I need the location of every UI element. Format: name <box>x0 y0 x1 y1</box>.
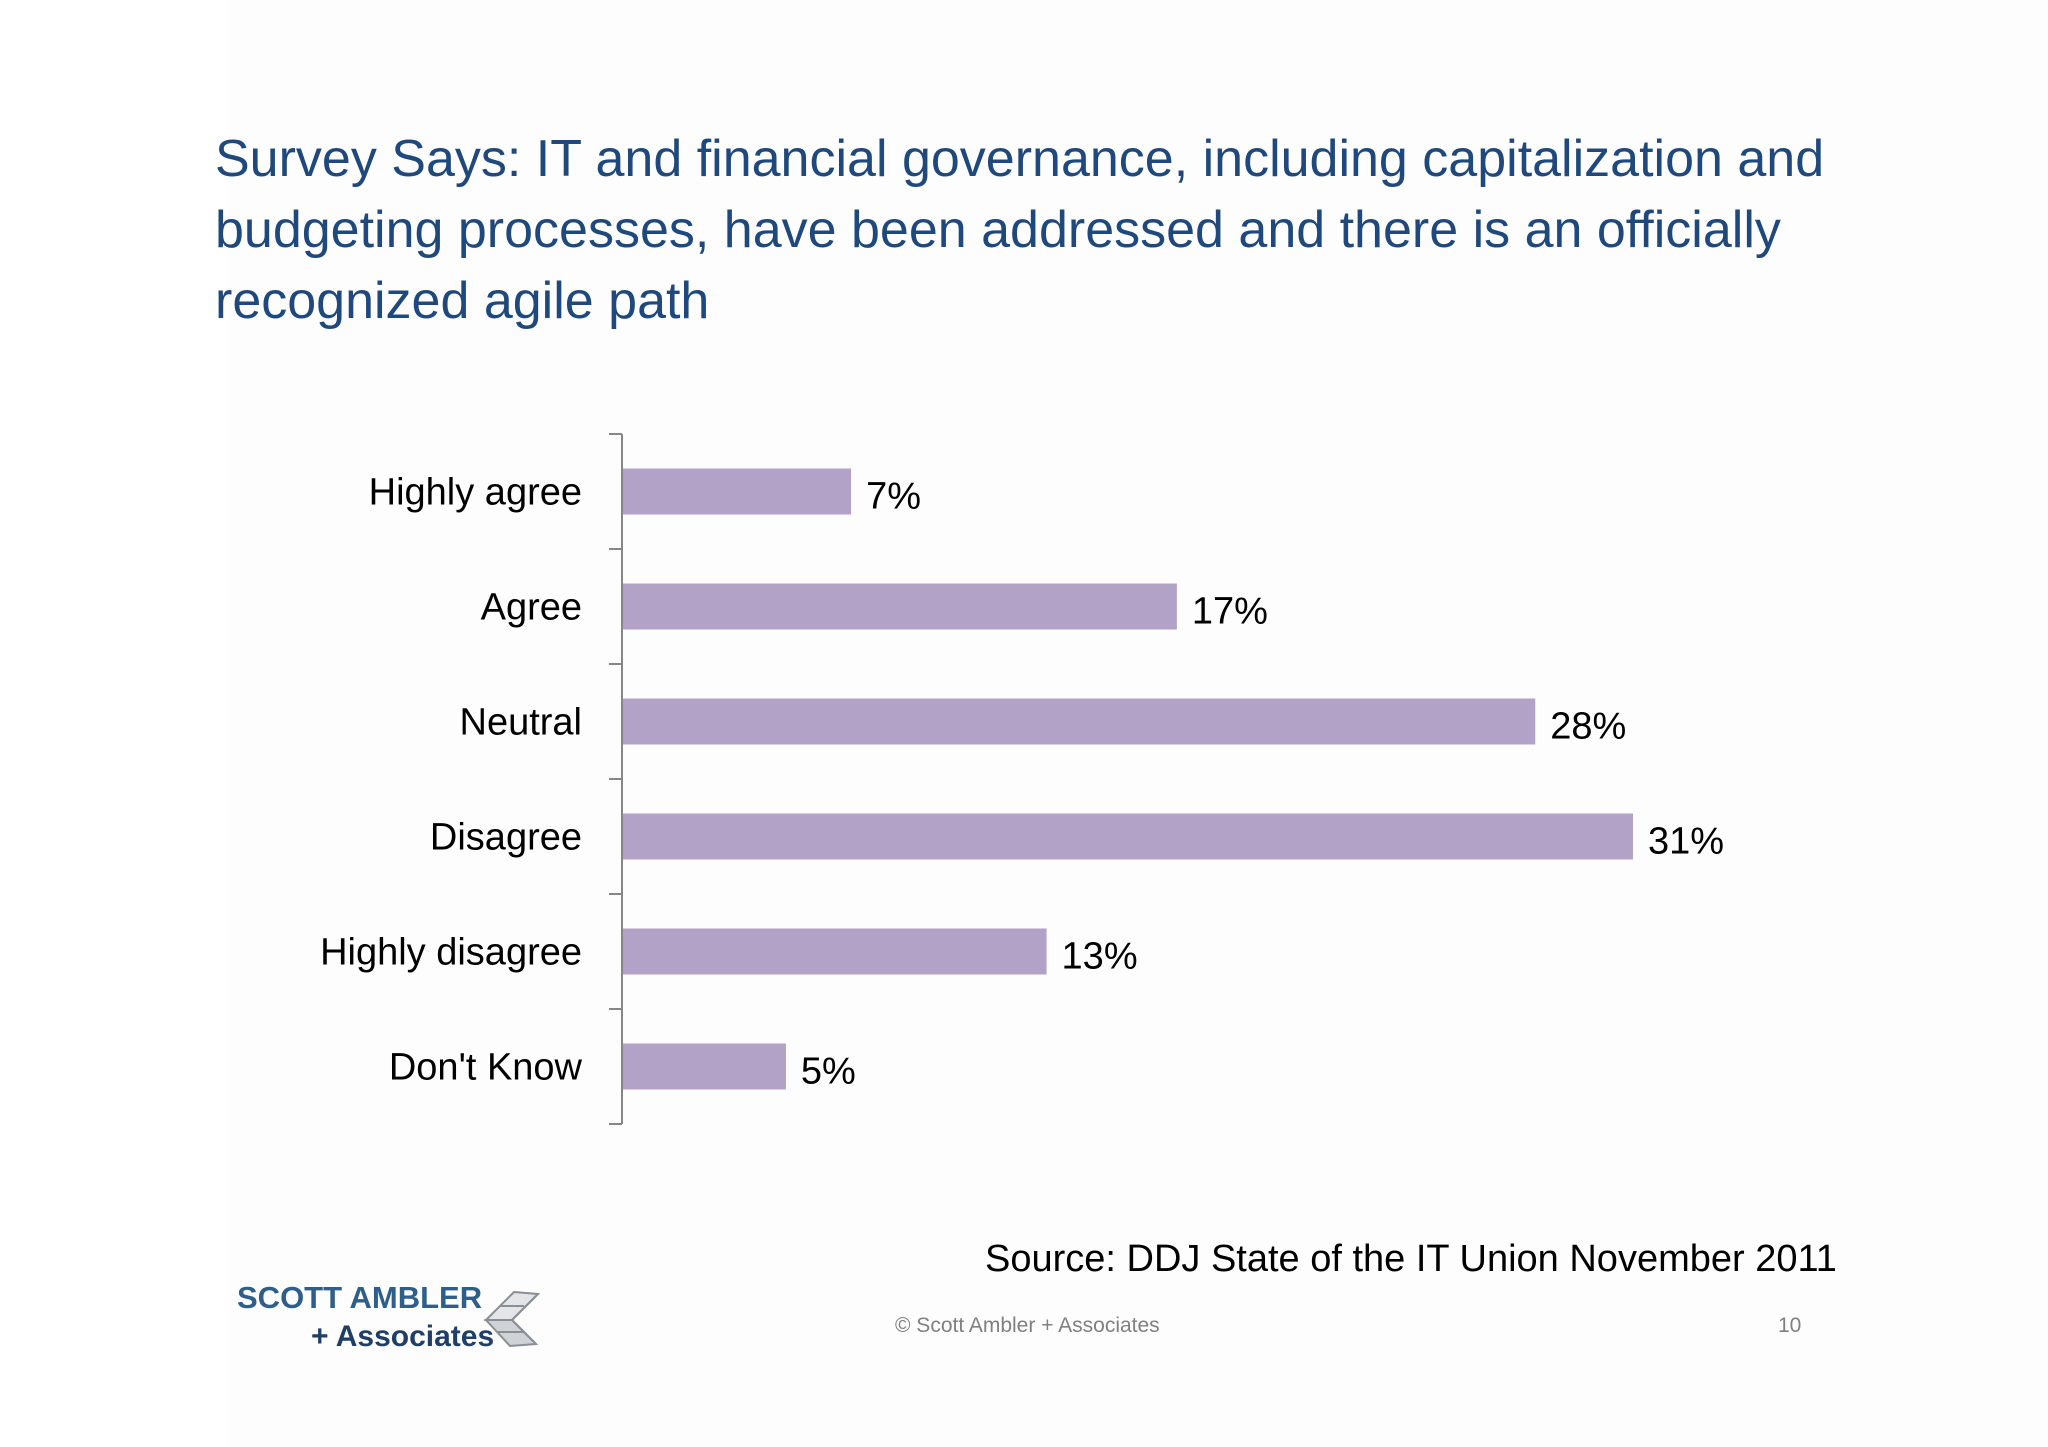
footer-copyright: © Scott Ambler + Associates <box>895 1314 1160 1337</box>
logo-text-line2: + Associates <box>311 1320 495 1353</box>
logo-text-line1: SCOTT AMBLER <box>237 1280 483 1315</box>
data-label: 13% <box>1062 936 1138 978</box>
category-label: Highly agree <box>369 472 582 514</box>
bar <box>623 698 1536 745</box>
category-label: Agree <box>481 587 582 629</box>
bar <box>623 468 852 515</box>
category-label: Highly disagree <box>320 932 582 974</box>
company-logo: SCOTT AMBLER + Associates <box>235 1280 545 1360</box>
category-labels: Highly agree Agree Neutral Disagree Highly d… <box>320 472 582 1089</box>
category-axis <box>609 433 623 1125</box>
bar <box>623 583 1177 630</box>
bar <box>623 813 1633 860</box>
category-label: Don't Know <box>389 1047 583 1089</box>
bar <box>623 928 1047 975</box>
category-label: Neutral <box>460 702 583 744</box>
value-labels: 7% 17% 28% 31% 13% 5% <box>801 476 1724 1093</box>
source-note: Source: DDJ State of the IT Union Novemb… <box>985 1238 1837 1280</box>
page-number: 10 <box>1778 1314 1802 1337</box>
data-label: 7% <box>866 476 921 518</box>
data-label: 28% <box>1550 706 1626 748</box>
category-label: Disagree <box>430 817 582 859</box>
data-label: 31% <box>1648 821 1724 863</box>
bars <box>623 468 1633 1090</box>
bar <box>623 1043 786 1090</box>
data-label: 5% <box>801 1051 856 1093</box>
logo-mark-icon <box>483 1290 541 1348</box>
data-label: 17% <box>1192 591 1268 633</box>
slide-title: Survey Says: IT and financial governance… <box>215 130 1825 330</box>
